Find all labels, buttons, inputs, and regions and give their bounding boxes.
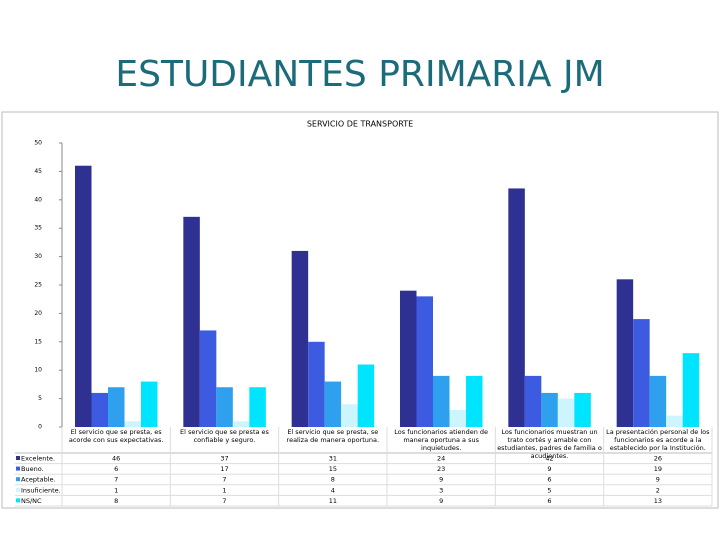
table-value: 9 — [547, 465, 551, 473]
table-value: 3 — [439, 486, 443, 494]
table-value: 6 — [114, 465, 118, 473]
x-tick-label: El servicio que se presta, es acorde con… — [68, 428, 164, 444]
y-tick-label: 0 — [38, 424, 42, 431]
legend-swatch — [16, 498, 20, 503]
y-tick-label: 30 — [34, 253, 42, 260]
table-value: 8 — [114, 497, 118, 505]
legend-label: Aceptable. — [21, 476, 56, 484]
x-tick-label: Los funcionarios muestran un trato corté… — [497, 428, 602, 460]
legend-swatch — [16, 487, 20, 492]
bar — [141, 381, 158, 427]
bar — [416, 296, 433, 427]
table-value: 9 — [439, 476, 443, 484]
x-tick-label: Los funcionarios atienden de manera opor… — [394, 428, 489, 452]
bar — [433, 375, 450, 427]
bar — [508, 188, 525, 427]
bar — [616, 279, 634, 427]
chart-frame — [1, 111, 719, 509]
table-value: 31 — [329, 455, 337, 463]
y-tick-label: 10 — [34, 367, 42, 374]
table-value: 15 — [329, 465, 337, 473]
table-value: 26 — [654, 455, 662, 463]
table-value: 7 — [222, 497, 226, 505]
table-value: 4 — [331, 486, 335, 494]
legend-swatch — [16, 466, 20, 471]
table-value: 2 — [656, 486, 660, 494]
bar — [291, 250, 309, 427]
table-value: 23 — [437, 465, 445, 473]
y-tick-label: 50 — [34, 140, 42, 147]
legend-label: Bueno. — [21, 465, 44, 473]
bar — [449, 409, 466, 427]
x-tick-label: El servicio que se presta, se realiza de… — [286, 428, 380, 444]
bar — [324, 381, 342, 427]
table-value: 5 — [547, 486, 551, 494]
bar — [633, 319, 650, 427]
bar — [232, 421, 250, 427]
bar — [524, 375, 542, 427]
bar — [91, 392, 108, 427]
x-tick-label: La presentación personal de los funciona… — [606, 428, 710, 452]
x-tick-label: El servicio que se presta es confiable y… — [180, 428, 269, 444]
bar — [466, 375, 483, 427]
y-tick-label: 35 — [34, 225, 42, 232]
table-value: 13 — [654, 497, 662, 505]
y-tick-label: 45 — [34, 168, 42, 175]
table-value: 8 — [331, 476, 335, 484]
bar — [124, 421, 141, 427]
bar — [341, 404, 358, 427]
table-value: 1 — [222, 486, 226, 494]
bar — [216, 387, 233, 427]
bar — [557, 398, 575, 427]
legend-swatch — [16, 456, 20, 460]
bar — [357, 364, 375, 427]
table-value: 6 — [547, 476, 551, 484]
table-value: 11 — [329, 497, 337, 505]
table-value: 37 — [220, 455, 228, 463]
bar — [249, 387, 266, 427]
legend-label: Excelente. — [21, 455, 55, 463]
legend-label: NS/NC — [21, 497, 42, 505]
table-value: 24 — [437, 455, 445, 463]
table-value: 9 — [439, 497, 443, 505]
bar — [108, 387, 125, 427]
table-value: 9 — [656, 476, 660, 484]
chart-title: SERVICIO DE TRANSPORTE — [307, 120, 413, 129]
legend-swatch — [16, 477, 20, 482]
slide-title: ESTUDIANTES PRIMARIA JM — [115, 54, 604, 95]
table-value: 7 — [222, 476, 226, 484]
bar — [574, 392, 591, 427]
y-tick-label: 5 — [38, 395, 42, 402]
table-value: 6 — [547, 497, 551, 505]
y-tick-label: 40 — [34, 196, 42, 203]
y-tick-label: 15 — [34, 338, 42, 345]
bar — [75, 165, 92, 427]
y-tick-label: 25 — [34, 282, 42, 289]
bar — [666, 415, 683, 427]
table-value: 7 — [114, 476, 118, 484]
legend-label: Insuficiente. — [21, 486, 61, 494]
bar — [199, 330, 217, 427]
table-value: 46 — [112, 455, 120, 463]
bar — [541, 392, 558, 427]
table-value: 17 — [220, 465, 228, 473]
table-value: 1 — [114, 486, 118, 494]
table-value: 42 — [545, 455, 553, 463]
bar — [682, 353, 700, 427]
bar — [308, 341, 325, 427]
table-value: 19 — [654, 465, 662, 473]
bar — [183, 216, 200, 427]
bar — [400, 290, 417, 427]
y-tick-label: 20 — [34, 310, 42, 317]
bar — [649, 375, 667, 427]
